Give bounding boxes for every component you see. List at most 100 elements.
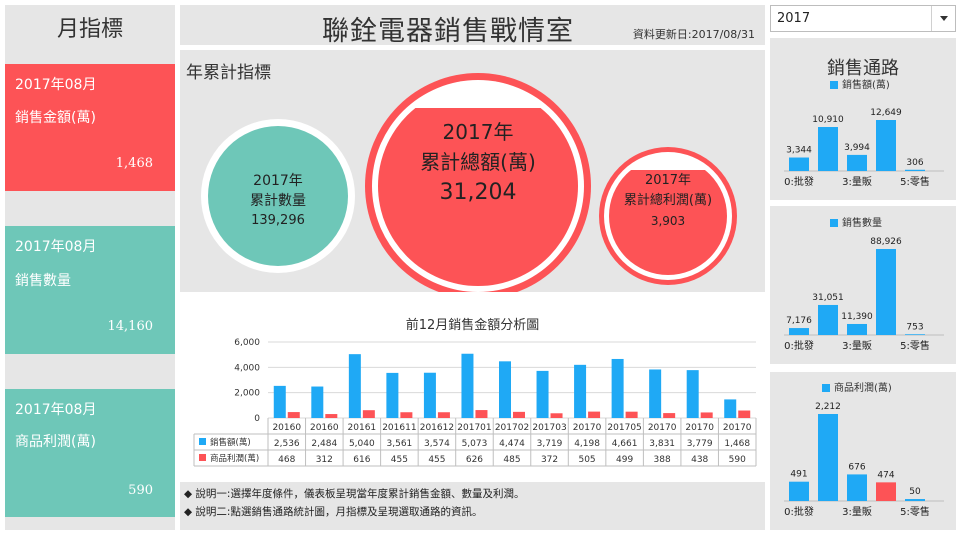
channel-bar <box>818 414 838 501</box>
table-cell: 4,474 <box>499 439 525 449</box>
x-tick-label: 20160 <box>310 423 339 433</box>
total-value: 31,204 <box>439 180 517 205</box>
profit-label: 累計總利潤(萬) <box>623 193 713 208</box>
card-label: 商品利潤(萬) <box>15 434 96 450</box>
year-select[interactable]: 2017 <box>770 5 956 32</box>
total-indicator: 2017年 累計總額(萬) 31,204 <box>398 117 558 209</box>
channel-bar <box>818 127 838 171</box>
channel-bar <box>789 328 809 335</box>
note-2-text: 說明二:點選銷售通路統計圖，月指標及呈現選取通路的資訊。 <box>195 506 483 518</box>
table-cell: 372 <box>541 455 558 465</box>
x-tick-label: 201612 <box>420 423 454 433</box>
legend-label: 銷售數量 <box>842 216 882 229</box>
profit-bar <box>513 411 525 418</box>
table-cell: 485 <box>503 455 520 465</box>
x-tick-label: 3:量販 <box>842 506 872 518</box>
x-tick-label: 201705 <box>607 423 641 433</box>
monthly-profit-card: 2017年08月 商品利潤(萬) 590 <box>5 389 175 517</box>
profit-bar <box>663 413 676 418</box>
sales-bar <box>273 385 286 418</box>
data-label: 474 <box>877 470 894 480</box>
notes-panel: ◆ 說明一:選擇年度條件，儀表板呈現當年度累計銷售金額、數量及利潤。 ◆ 說明二… <box>180 482 765 530</box>
table-cell: 455 <box>428 455 445 465</box>
ytd-indicators-panel: 年累計指標 2017年 累計數量 139,296 2017年 累計總額(萬) 3… <box>180 50 765 292</box>
data-label: 7,176 <box>786 316 812 326</box>
data-updated-date: 資料更新日:2017/08/31 <box>632 28 755 41</box>
channel-sales-chart[interactable]: 銷售額(萬) 3,344 0:批發 10,910 3,994 3:量販 12,649 306 5… <box>770 38 956 200</box>
profit-bar <box>550 413 563 418</box>
table-cell: 5,040 <box>349 439 375 449</box>
x-tick-label: 0:批發 <box>784 505 814 518</box>
x-tick-label: 20161 <box>348 423 377 433</box>
channel-profit-chart[interactable]: 商品利潤(萬) 491 0:批發 2,212 676 3:量販 474 50 5:零售 <box>770 372 956 530</box>
legend-label: 商品利潤(萬) <box>210 453 259 464</box>
profit-bar <box>325 414 338 418</box>
table-cell: 2,536 <box>274 439 300 449</box>
channel-bar <box>789 157 809 171</box>
dashboard-header: 聯銓電器銷售戰情室 資料更新日:2017/08/31 <box>180 5 765 47</box>
profit-bar <box>588 411 601 418</box>
card-value: 590 <box>128 483 153 498</box>
data-label: 3,344 <box>786 146 812 156</box>
card-label: 銷售數量 <box>15 273 71 289</box>
profit-bar <box>287 412 300 418</box>
x-tick-label: 0:批發 <box>784 339 814 352</box>
table-cell: 4,661 <box>612 439 638 449</box>
x-tick-label: 20170 <box>723 423 752 433</box>
total-label: 累計總額(萬) <box>420 150 536 174</box>
year-select-value: 2017 <box>777 11 811 26</box>
x-tick-label: 20160 <box>272 423 301 433</box>
monthly-sales-chart[interactable]: 前12月銷售金額分析圖 0 2,000 4,000 6,000 20160 2,536 46… <box>180 300 765 482</box>
channel-bar <box>905 499 925 501</box>
data-label: 12,649 <box>870 108 902 118</box>
table-cell: 388 <box>654 455 671 465</box>
sales-bar <box>574 364 587 418</box>
channel-sales-panel[interactable]: 銷售通路 銷售額(萬) 3,344 0:批發 10,910 3,994 3:量販 12,64… <box>770 38 956 200</box>
sales-bar <box>311 386 324 418</box>
data-label: 491 <box>790 470 807 480</box>
profit-bar <box>625 411 638 418</box>
profit-circle-fill <box>609 170 727 275</box>
table-cell: 499 <box>616 455 633 465</box>
y-tick-label: 4,000 <box>234 363 260 373</box>
x-tick-label: 201702 <box>495 423 529 433</box>
channel-bar <box>818 304 838 335</box>
card-value: 1,468 <box>115 156 153 171</box>
chevron-down-icon[interactable] <box>931 6 955 31</box>
monthly-quantity-card: 2017年08月 銷售數量 14,160 <box>5 226 175 354</box>
channel-bar <box>847 474 867 501</box>
quantity-year: 2017年 <box>253 173 303 189</box>
monthly-sales-chart-svg[interactable]: 0 2,000 4,000 6,000 20160 2,536 468 20160 2,484 3… <box>180 300 765 482</box>
channel-quantity-panel[interactable]: 銷售數量 7,176 0:批發 31,051 11,390 3:量販 88,926 753 5:… <box>770 206 956 364</box>
monthly-panel: 月指標 2017年08月 銷售金額(萬) 1,468 2017年08月 銷售數量… <box>5 5 175 530</box>
channel-quantity-chart[interactable]: 銷售數量 7,176 0:批發 31,051 11,390 3:量販 88,926 753 5:… <box>770 206 956 364</box>
note-2: ◆ 說明二:點選銷售通路統計圖，月指標及呈現選取通路的資訊。 <box>184 506 483 518</box>
data-label: 3,994 <box>844 143 870 153</box>
sales-bar <box>461 353 474 418</box>
profit-indicator: 2017年 累計總利潤(萬) 3,903 <box>608 171 728 231</box>
channel-bar <box>847 323 867 335</box>
sales-bar <box>386 372 399 418</box>
legend-swatch <box>199 454 206 461</box>
profit-value: 3,903 <box>650 214 686 228</box>
x-tick-label: 0:批發 <box>784 175 814 188</box>
x-tick-label: 5:零售 <box>900 175 930 188</box>
legend-swatch <box>822 384 830 392</box>
legend-label: 銷售額(萬) <box>210 437 251 448</box>
page-title: 聯銓電器銷售戰情室 <box>322 16 574 47</box>
card-label: 銷售金額(萬) <box>15 110 96 126</box>
data-label: 50 <box>909 487 921 497</box>
table-cell: 1,468 <box>724 439 750 449</box>
table-cell: 438 <box>691 455 708 465</box>
channel-bar <box>905 334 925 335</box>
x-tick-label: 5:零售 <box>900 505 930 518</box>
channel-profit-panel[interactable]: 商品利潤(萬) 491 0:批發 2,212 676 3:量販 474 50 5:零售 <box>770 372 956 530</box>
quantity-circle <box>208 126 348 266</box>
legend-swatch <box>830 81 838 89</box>
quantity-label: 累計數量 <box>250 193 306 209</box>
monthly-sales-card: 2017年08月 銷售金額(萬) 1,468 <box>5 64 175 191</box>
channel-title: 銷售通路 <box>827 58 899 79</box>
data-label: 306 <box>906 158 923 168</box>
channel-bar <box>876 249 896 335</box>
sales-bar <box>649 369 662 418</box>
